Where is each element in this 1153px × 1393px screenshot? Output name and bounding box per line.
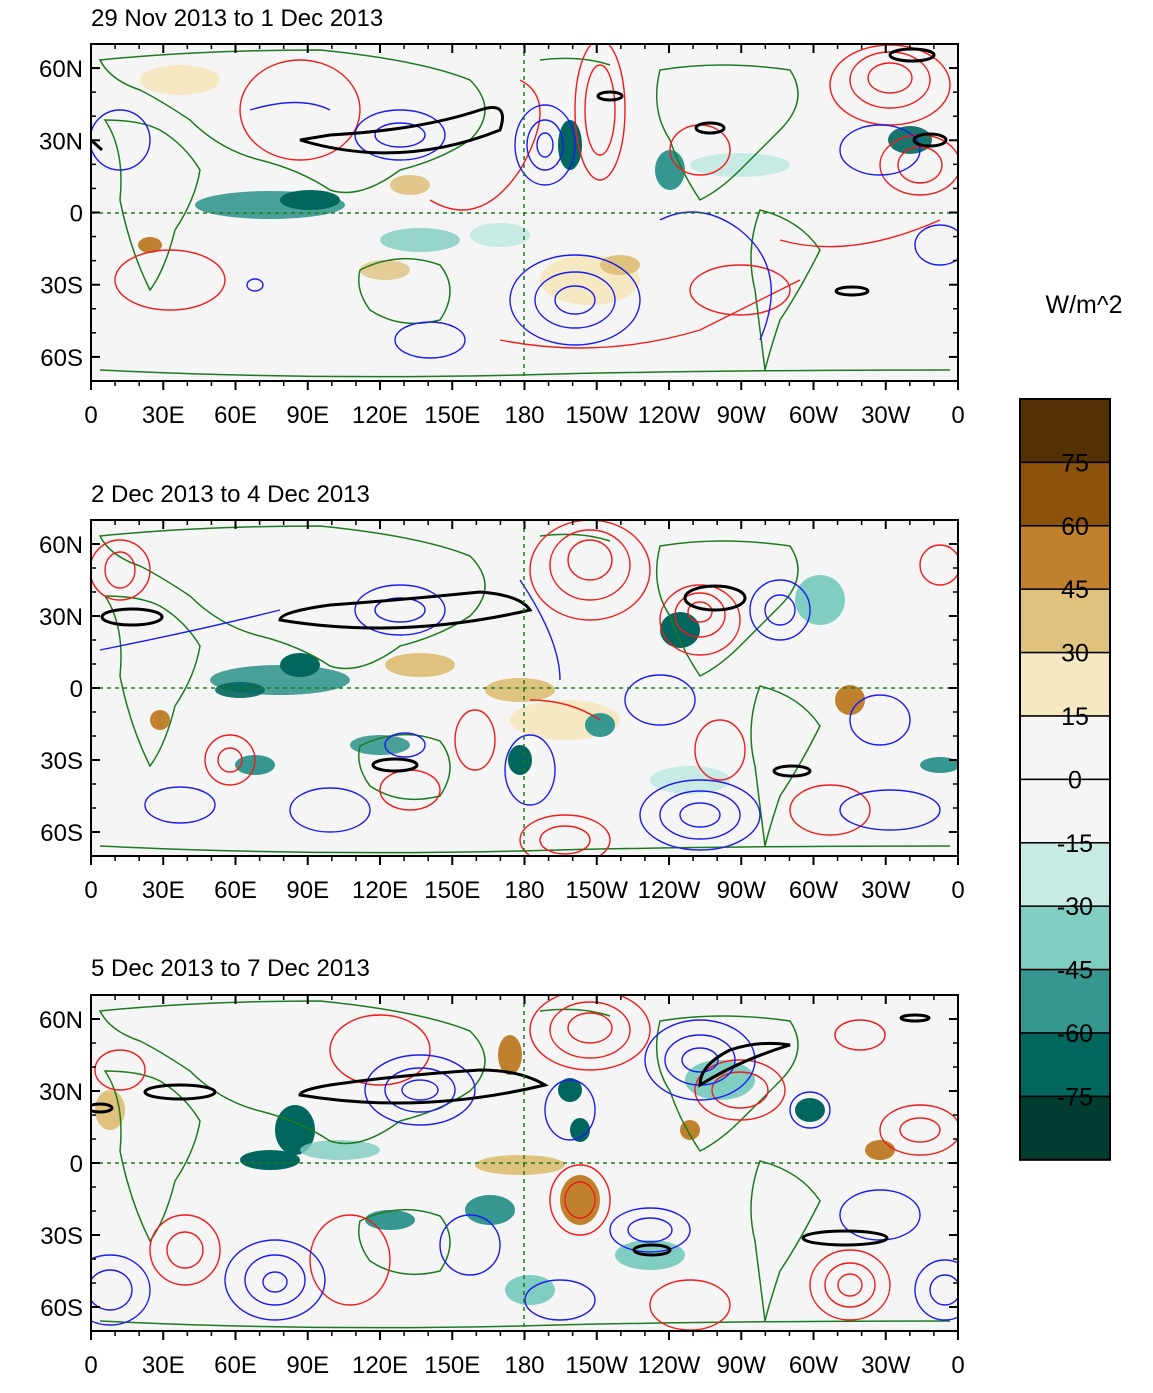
y-tick-label: 30S — [40, 273, 83, 300]
panel-3-positive-contours — [94, 995, 958, 1331]
colorbar-label: -75 — [1057, 1083, 1093, 1111]
x-tick-label: 90W — [717, 402, 767, 429]
y-tick-label: 60N — [39, 532, 83, 559]
x-tick-label: 30E — [142, 402, 185, 429]
y-tick-label: 0 — [70, 676, 83, 703]
x-tick-label: 120E — [352, 1352, 408, 1379]
x-tick-label: 150W — [565, 877, 628, 904]
x-tick-label: 180 — [504, 877, 544, 904]
x-tick-label: 150E — [424, 402, 480, 429]
panel-3: 5 Dec 2013 to 7 Dec 2013 — [39, 955, 965, 1379]
colorbar-box — [1019, 588, 1111, 654]
x-tick-label: 60E — [214, 402, 257, 429]
colorbar-frame — [1019, 398, 1111, 1161]
panel-3-negative-contours — [91, 1019, 958, 1326]
x-tick-label: 90W — [717, 877, 767, 904]
x-tick-label: 120W — [638, 1352, 701, 1379]
x-tick-label: 60E — [214, 877, 257, 904]
panel-3-title: 5 Dec 2013 to 7 Dec 2013 — [91, 955, 370, 982]
colorbar-label: 60 — [1061, 513, 1089, 541]
y-tick-label: 0 — [70, 201, 83, 228]
colorbar-label: 30 — [1061, 640, 1089, 668]
x-tick-label: 30W — [861, 877, 911, 904]
y-tick-label: 30S — [40, 748, 83, 775]
x-tick-label: 30E — [142, 877, 185, 904]
y-tick-label: 0 — [70, 1151, 83, 1178]
colorbar-label: 75 — [1061, 449, 1089, 477]
x-tick-label: 0 — [84, 877, 97, 904]
x-tick-label: 0 — [84, 1352, 97, 1379]
colorbar-box — [1019, 968, 1111, 1034]
x-tick-label: 60W — [789, 402, 839, 429]
panel-1: 29 Nov 2013 to 1 Dec 2013 — [39, 5, 965, 429]
x-tick-label: 0 — [951, 877, 964, 904]
y-tick-label: 60N — [39, 56, 83, 83]
y-tick-label: 30S — [40, 1223, 83, 1250]
x-tick-label: 120E — [352, 877, 408, 904]
colorbar-units: W/m^2 — [1045, 291, 1122, 319]
y-tick-label: 30N — [39, 604, 83, 631]
panel-1-axes: 0 30E 60E 90E 120E 150E 180 150W 120W 90W 60W 30W 0 6… — [39, 43, 965, 429]
y-tick-label: 60N — [39, 1007, 83, 1034]
panel-1-title: 29 Nov 2013 to 1 Dec 2013 — [91, 5, 383, 32]
colorbar-boxes — [1019, 398, 1111, 1161]
x-tick-label: 30E — [142, 1352, 185, 1379]
y-tick-label: 30N — [39, 1079, 83, 1106]
x-tick-label: 90E — [286, 1352, 329, 1379]
x-tick-label: 120W — [638, 877, 701, 904]
colorbar-box — [1019, 778, 1111, 844]
x-tick-label: 0 — [951, 402, 964, 429]
panel-1-positive-contours — [114, 44, 958, 349]
x-tick-label: 180 — [504, 1352, 544, 1379]
colorbar-labels: 75 60 45 30 15 0 -15 -30 -45 -60 -75 — [1057, 449, 1093, 1111]
panel-3-bold-contours — [91, 1013, 931, 1257]
panel-2-axes: 0 30E 60E 90E 120E 150E 180 150W 120W 90W 60W 30W 0 6… — [39, 519, 965, 904]
x-tick-label: 90E — [286, 402, 329, 429]
x-tick-label: 120E — [352, 402, 408, 429]
x-tick-label: 30W — [861, 402, 911, 429]
y-tick-label: 60S — [40, 345, 83, 372]
colorbar-label: 0 — [1068, 766, 1082, 794]
panel-2-bold-contours — [100, 584, 812, 778]
panel-2: 2 Dec 2013 to 4 Dec 2013 — [39, 481, 965, 904]
panel-1-shading — [138, 65, 932, 305]
x-tick-label: 30W — [861, 1352, 911, 1379]
x-tick-label: 150W — [565, 402, 628, 429]
panel-1-bold-contours — [91, 47, 948, 297]
y-tick-label: 60S — [40, 1295, 83, 1322]
panel-2-title: 2 Dec 2013 to 4 Dec 2013 — [91, 481, 370, 508]
colorbar-label: -60 — [1057, 1020, 1093, 1048]
x-tick-label: 0 — [951, 1352, 964, 1379]
panel-1-negative-contours — [91, 101, 958, 359]
x-tick-label: 150W — [565, 1352, 628, 1379]
panel-1-coastlines — [98, 49, 951, 378]
x-tick-label: 0 — [84, 402, 97, 429]
colorbar-box — [1019, 905, 1111, 971]
y-tick-label: 60S — [40, 820, 83, 847]
x-tick-label: 60W — [789, 877, 839, 904]
colorbar-label: -45 — [1057, 957, 1093, 985]
x-tick-label: 90W — [717, 1352, 767, 1379]
colorbar-label: -15 — [1057, 830, 1093, 858]
x-tick-label: 90E — [286, 877, 329, 904]
colorbar-label: 15 — [1061, 703, 1089, 731]
colorbar-box — [1019, 842, 1111, 907]
panel-3-axes: 0 30E 60E 90E 120E 150E 180 150W 120W 90W 60W 30W 0 6… — [39, 994, 965, 1379]
x-tick-label: 150E — [424, 877, 480, 904]
colorbar-box — [1019, 1095, 1111, 1161]
colorbar: W/m^2 75 60 45 30 15 0 -15 -30 -45 -60 -75 — [1019, 291, 1123, 1161]
x-tick-label: 180 — [504, 402, 544, 429]
x-tick-label: 150E — [424, 1352, 480, 1379]
colorbar-label: 45 — [1061, 576, 1089, 604]
x-tick-label: 60E — [214, 1352, 257, 1379]
x-tick-label: 120W — [638, 402, 701, 429]
y-tick-label: 30N — [39, 128, 83, 155]
panel-2-positive-contours — [91, 520, 958, 856]
x-tick-label: 60W — [789, 1352, 839, 1379]
colorbar-label: -30 — [1057, 893, 1093, 921]
panel-3-coastlines — [98, 1000, 951, 1329]
